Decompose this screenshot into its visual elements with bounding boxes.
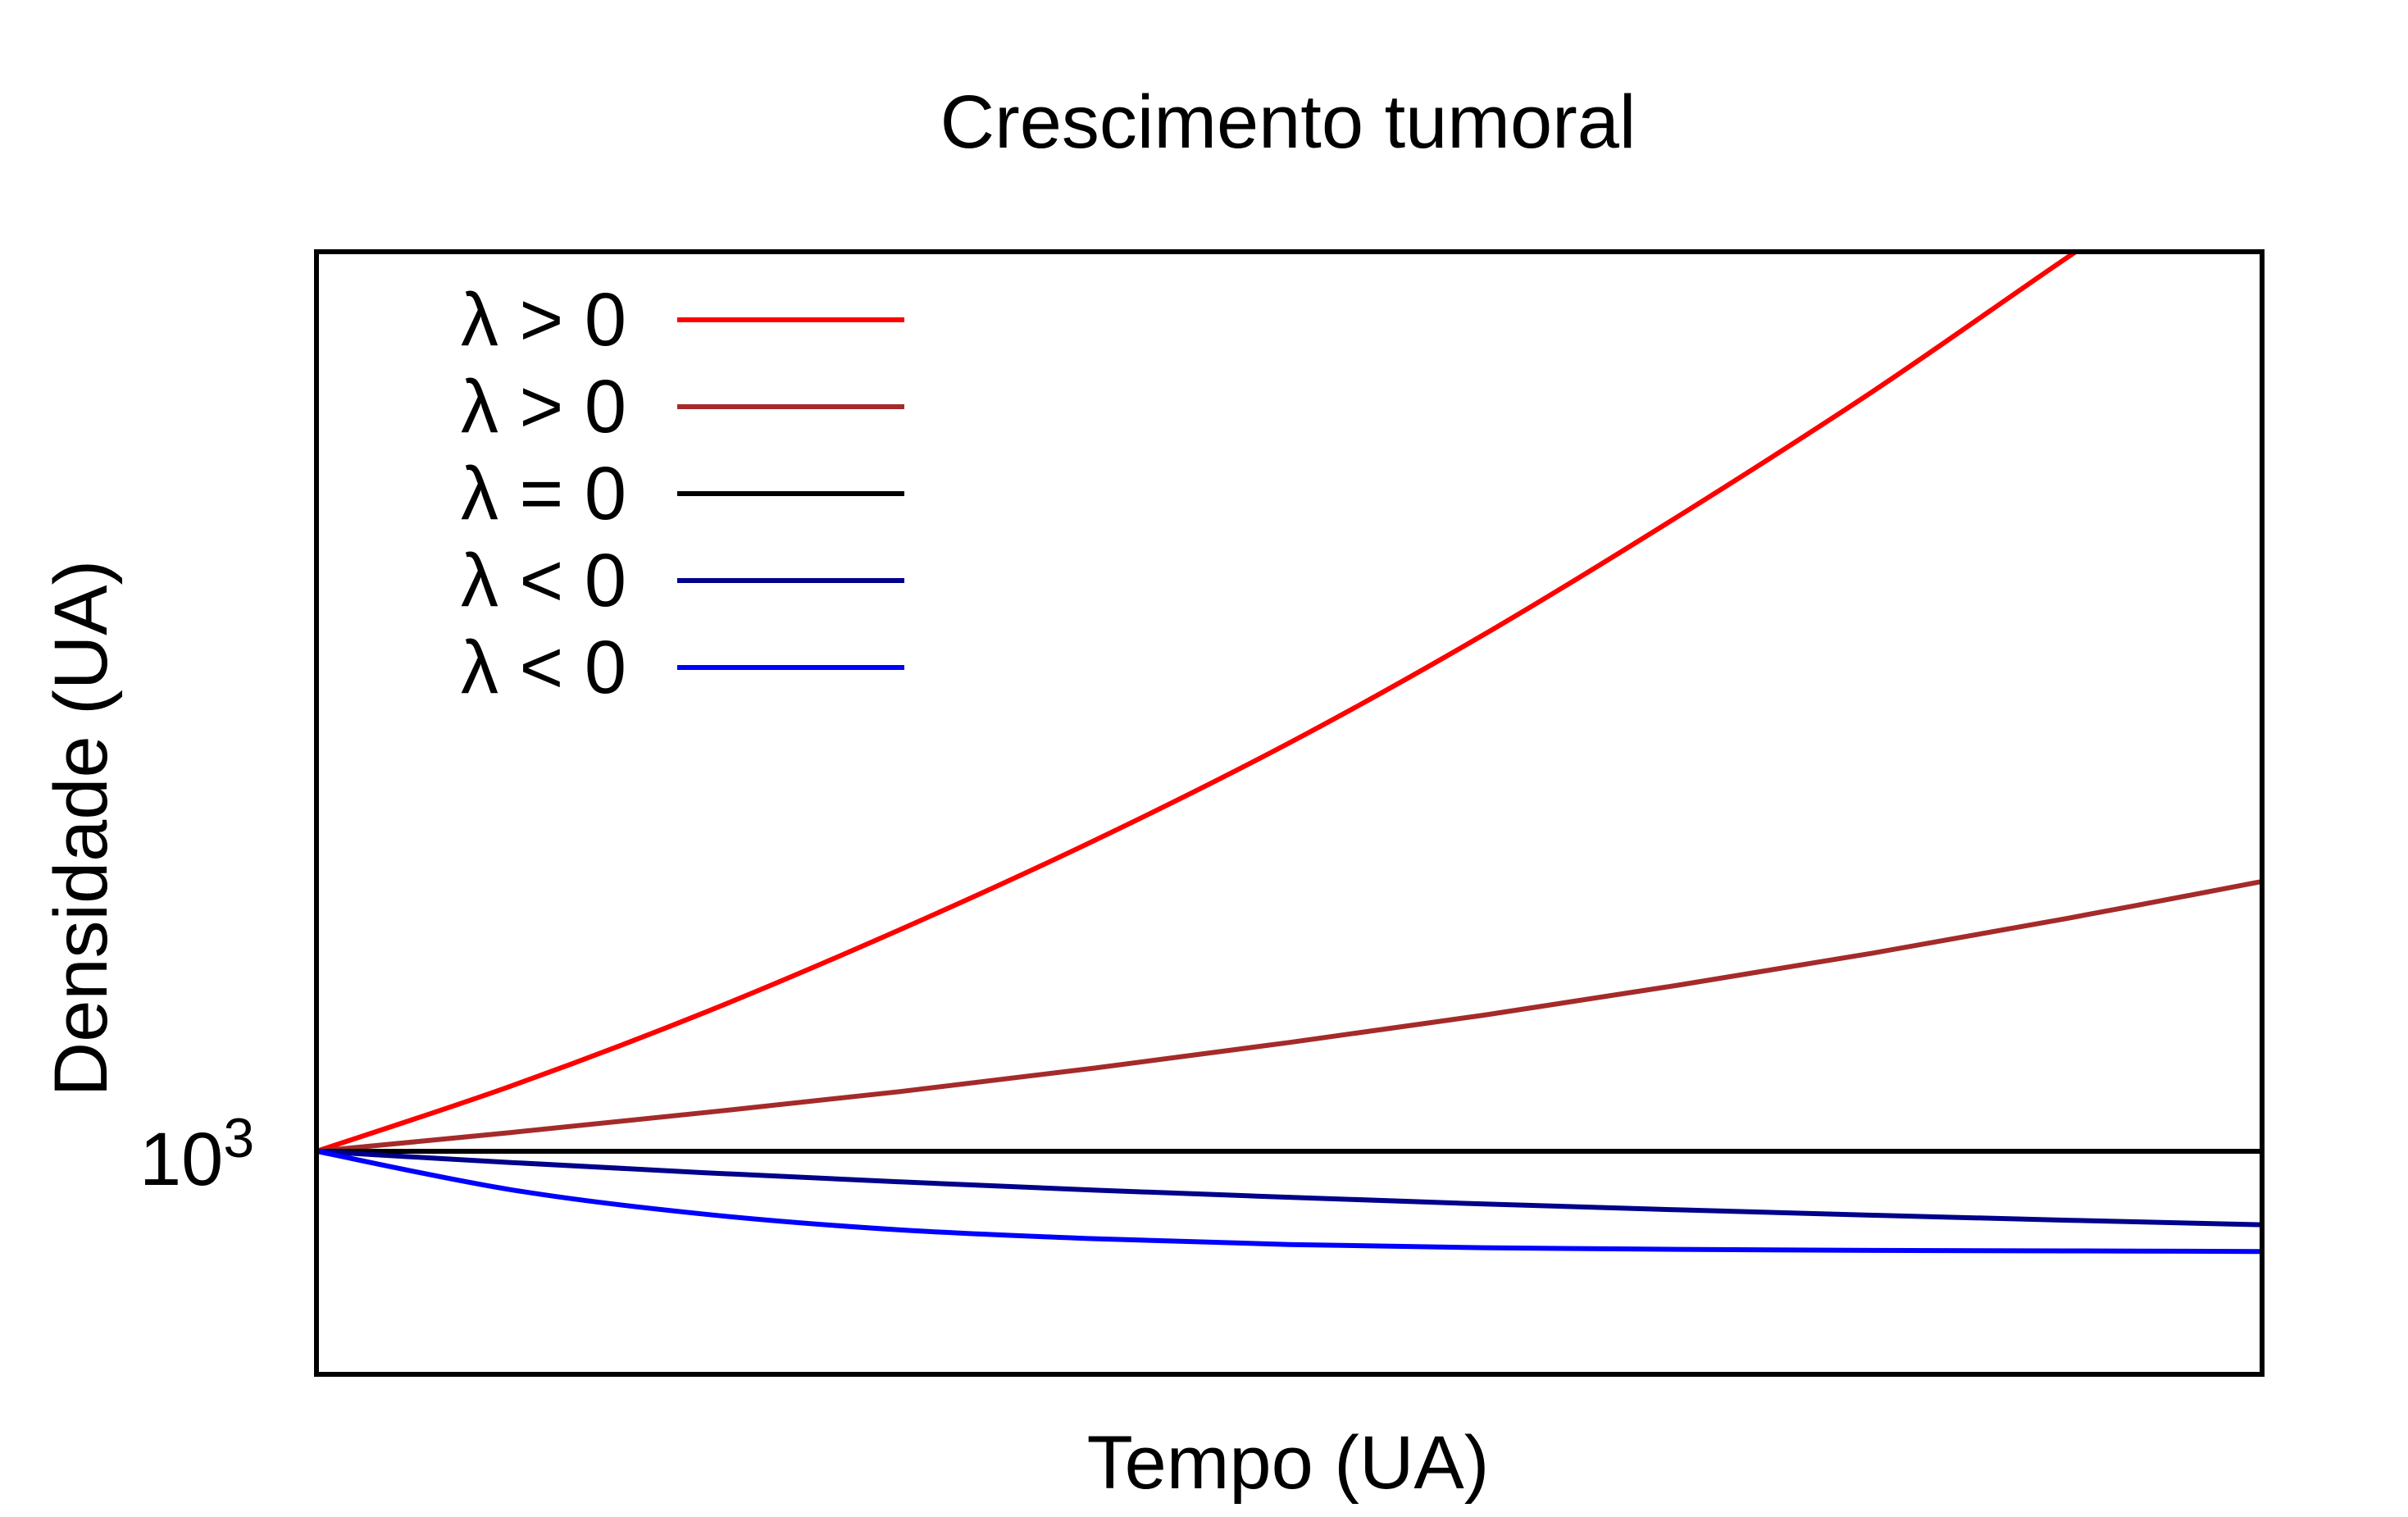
y-axis-label: Densidade (UA) bbox=[39, 560, 123, 1097]
series-line-5 bbox=[316, 1149, 2262, 1255]
legend-label-2: λ > 0 bbox=[461, 365, 626, 449]
y-tick-exponent: 3 bbox=[223, 1107, 254, 1169]
legend-label-4: λ < 0 bbox=[461, 539, 626, 622]
y-tick-base: 10 bbox=[139, 1118, 223, 1201]
y-tick-label: 103 bbox=[139, 1107, 254, 1201]
legend: λ > 0λ > 0λ = 0λ < 0λ < 0 bbox=[461, 278, 904, 709]
chart-title: Crescimento tumoral bbox=[940, 80, 1636, 164]
x-axis-label: Tempo (UA) bbox=[1087, 1421, 1490, 1505]
legend-label-3: λ = 0 bbox=[461, 452, 626, 535]
legend-label-1: λ > 0 bbox=[461, 278, 626, 362]
series-line-4 bbox=[316, 1149, 2262, 1228]
series-line-2 bbox=[316, 879, 2262, 1154]
series-line-1 bbox=[316, 252, 2081, 1154]
legend-label-5: λ < 0 bbox=[461, 626, 626, 709]
plot-frame bbox=[314, 249, 2265, 1377]
series-layer bbox=[316, 252, 2262, 1255]
